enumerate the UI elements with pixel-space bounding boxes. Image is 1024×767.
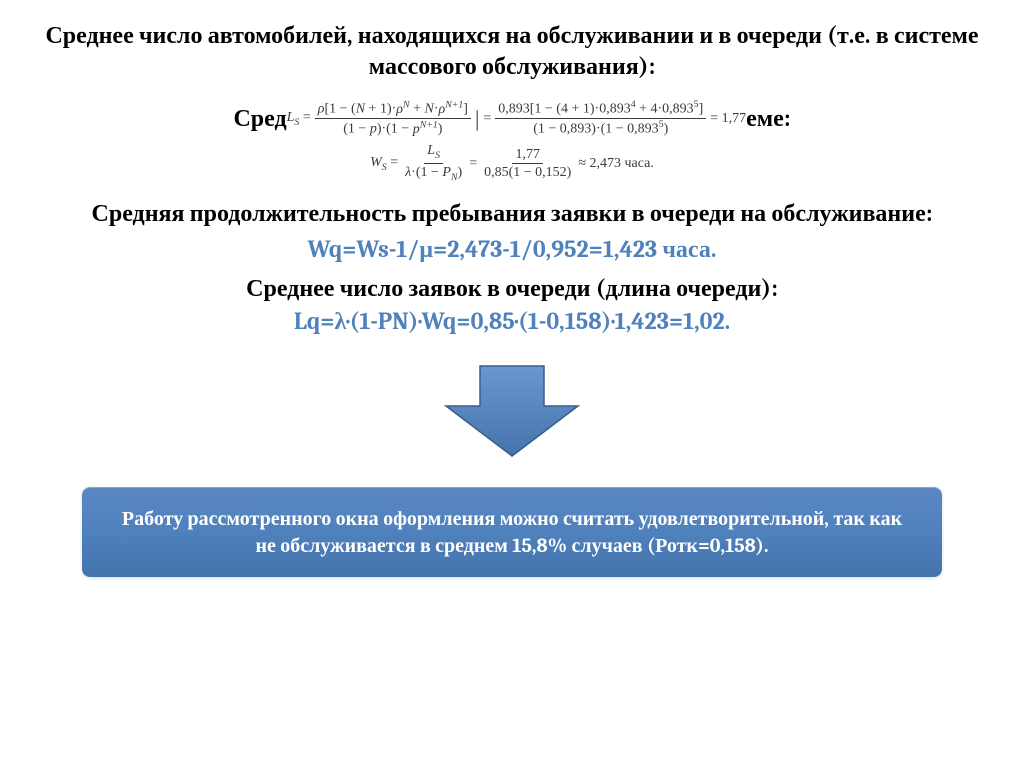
ws-den2: 0,85(1 − 0,152) (481, 164, 574, 180)
ws-num2: 1,77 (512, 147, 543, 164)
ls-den2: (1 − 0,893)·(1 − 0,8935) (530, 119, 671, 137)
lq-heading: Среднее число заявок в очереди (длина оч… (40, 274, 984, 303)
right-fragment: еме: (746, 104, 790, 133)
ws-mid-den: λ·(1 − PN) (402, 164, 465, 184)
conclusion-box: Работу рассмотренного окна оформления мо… (82, 487, 942, 577)
ls-formula-row: Сред LS = ρ[1 − (N + 1)·ρN + N·ρN+1] (1 … (40, 100, 984, 137)
conclusion-text: Работу рассмотренного окна оформления мо… (112, 505, 912, 559)
lq-formula: Lq=λ·(1-PN)·Wq=0,85·(1-0,158)·1,423=1,02… (40, 307, 984, 336)
ws-mid-num: LS (424, 143, 443, 164)
title-heading: Среднее число автомобилей, находящихся н… (40, 20, 984, 82)
ls-den1: (1 − p)·(1 − pN+1) (340, 119, 445, 137)
left-fragment: Сред (233, 104, 286, 133)
arrow-container (40, 364, 984, 459)
wq-heading: Средняя продолжительность пребывания зая… (40, 198, 984, 229)
wq-formula: Wq=Ws-1/μ=2,473-1/0,952=1,423 часа. (40, 235, 984, 264)
ls-num2: 0,893[1 − (4 + 1)·0,8934 + 4·0,8935] (495, 100, 706, 119)
ws-formula: WS = LS λ·(1 − PN) = 1,77 0,85(1 − 0,152… (370, 143, 654, 183)
ls-num1: ρ[1 − (N + 1)·ρN + N·ρN+1] (315, 100, 471, 119)
ls-result: = 1,77 (710, 111, 746, 127)
ls-formula: LS = ρ[1 − (N + 1)·ρN + N·ρN+1] (1 − p)·… (287, 100, 747, 137)
ws-result: ≈ 2,473 часа. (578, 156, 654, 172)
down-arrow-icon (442, 364, 582, 459)
ws-formula-row: WS = LS λ·(1 − PN) = 1,77 0,85(1 − 0,152… (40, 143, 984, 183)
slide-content: Среднее число автомобилей, находящихся н… (0, 0, 1024, 577)
